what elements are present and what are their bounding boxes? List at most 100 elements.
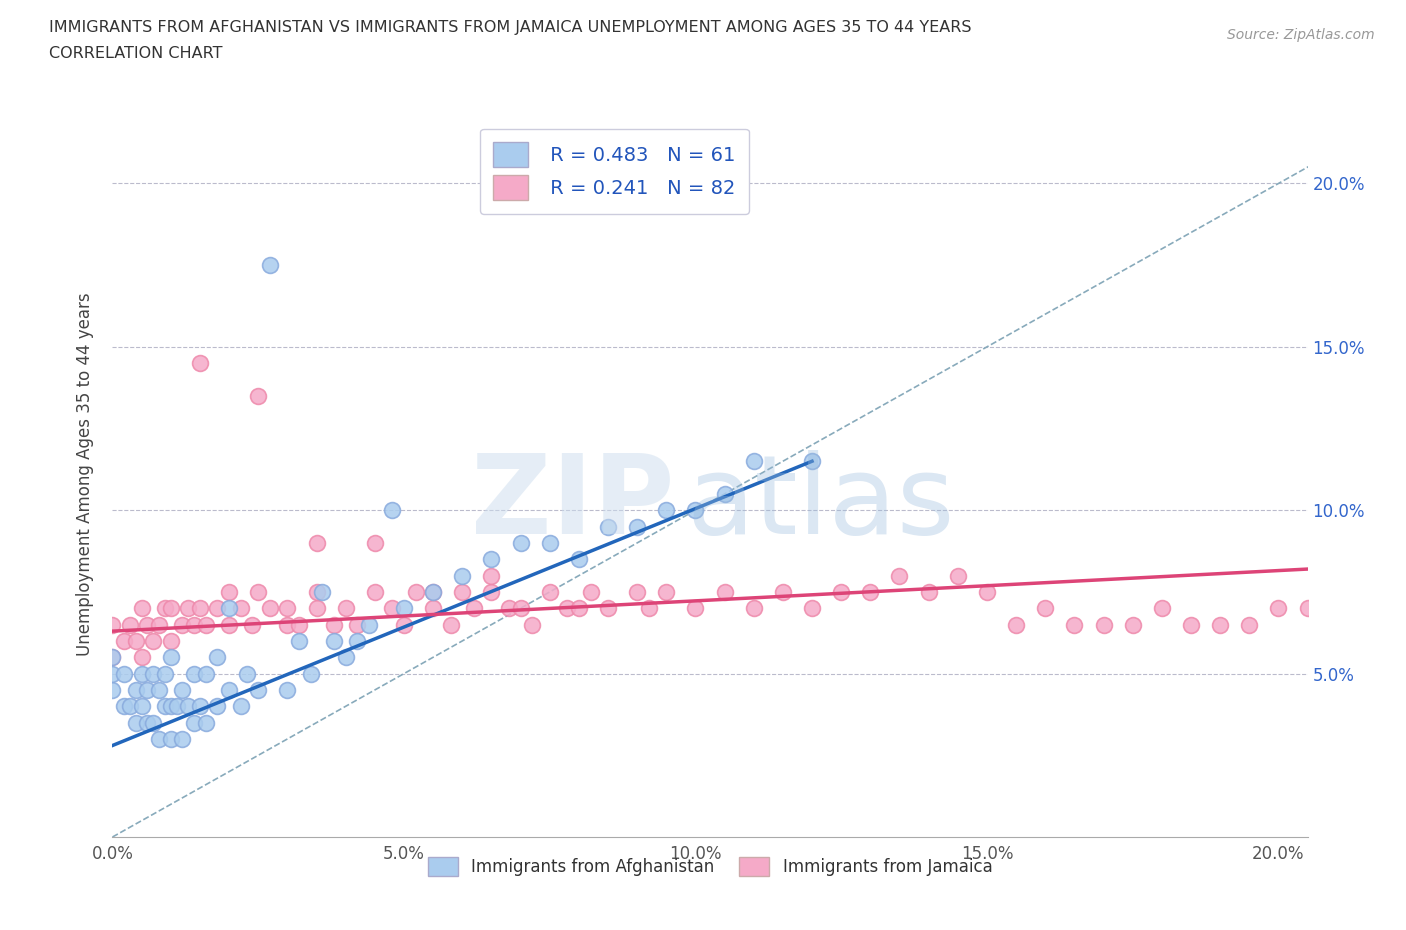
Point [125,633,148,648]
Point [218,683,240,698]
Point [1296,601,1319,616]
Point [859,584,882,599]
Point [1209,618,1232,632]
Point [713,584,735,599]
Point [218,584,240,599]
Point [247,683,270,698]
Point [183,618,205,632]
Point [172,732,194,747]
Point [188,356,211,371]
Point [112,666,135,681]
Point [889,568,911,583]
Point [917,584,939,599]
Point [218,618,240,632]
Point [481,584,503,599]
Point [153,601,176,616]
Point [626,584,648,599]
Point [830,584,852,599]
Text: CORRELATION CHART: CORRELATION CHART [49,46,222,61]
Point [242,618,264,632]
Point [188,698,211,713]
Point [481,568,503,583]
Point [136,683,159,698]
Point [1063,618,1085,632]
Point [148,683,170,698]
Point [142,666,165,681]
Point [976,584,998,599]
Point [101,683,124,698]
Point [422,584,444,599]
Point [555,601,578,616]
Point [218,601,240,616]
Y-axis label: Unemployment Among Ages 35 to 44 years: Unemployment Among Ages 35 to 44 years [76,293,94,656]
Point [235,666,257,681]
Point [1005,618,1028,632]
Point [259,258,281,272]
Point [364,536,387,551]
Point [685,601,707,616]
Point [381,601,404,616]
Point [392,601,415,616]
Point [288,618,311,632]
Point [166,698,188,713]
Point [305,601,328,616]
Point [392,618,415,632]
Point [177,698,200,713]
Point [112,633,135,648]
Point [579,584,602,599]
Point [247,584,270,599]
Point [323,633,346,648]
Point [207,601,229,616]
Point [159,732,181,747]
Point [772,584,794,599]
Point [335,601,357,616]
Point [125,683,148,698]
Point [159,650,181,665]
Point [1150,601,1173,616]
Point [194,666,217,681]
Text: atlas: atlas [686,450,955,557]
Point [626,519,648,534]
Point [118,618,141,632]
Point [101,666,124,681]
Point [801,601,824,616]
Point [136,715,159,730]
Point [439,618,461,632]
Point [1267,601,1289,616]
Point [713,486,735,501]
Point [463,601,485,616]
Point [207,650,229,665]
Point [742,454,765,469]
Point [801,454,824,469]
Point [305,536,328,551]
Point [229,698,252,713]
Point [323,618,346,632]
Point [637,601,659,616]
Point [101,650,124,665]
Point [229,601,252,616]
Point [481,551,503,566]
Point [381,503,404,518]
Point [112,698,135,713]
Text: IMMIGRANTS FROM AFGHANISTAN VS IMMIGRANTS FROM JAMAICA UNEMPLOYMENT AMONG AGES 3: IMMIGRANTS FROM AFGHANISTAN VS IMMIGRANT… [49,20,972,35]
Point [172,683,194,698]
Point [509,601,531,616]
Point [568,551,591,566]
Point [276,601,298,616]
Point [183,666,205,681]
Legend: Immigrants from Afghanistan, Immigrants from Jamaica: Immigrants from Afghanistan, Immigrants … [420,851,1000,884]
Point [305,584,328,599]
Point [422,584,444,599]
Point [357,618,380,632]
Text: ZIP: ZIP [471,450,675,557]
Point [451,584,474,599]
Point [1033,601,1056,616]
Point [311,584,333,599]
Point [131,650,153,665]
Point [498,601,520,616]
Point [247,389,270,404]
Point [207,698,229,713]
Point [153,666,176,681]
Point [172,618,194,632]
Point [177,601,200,616]
